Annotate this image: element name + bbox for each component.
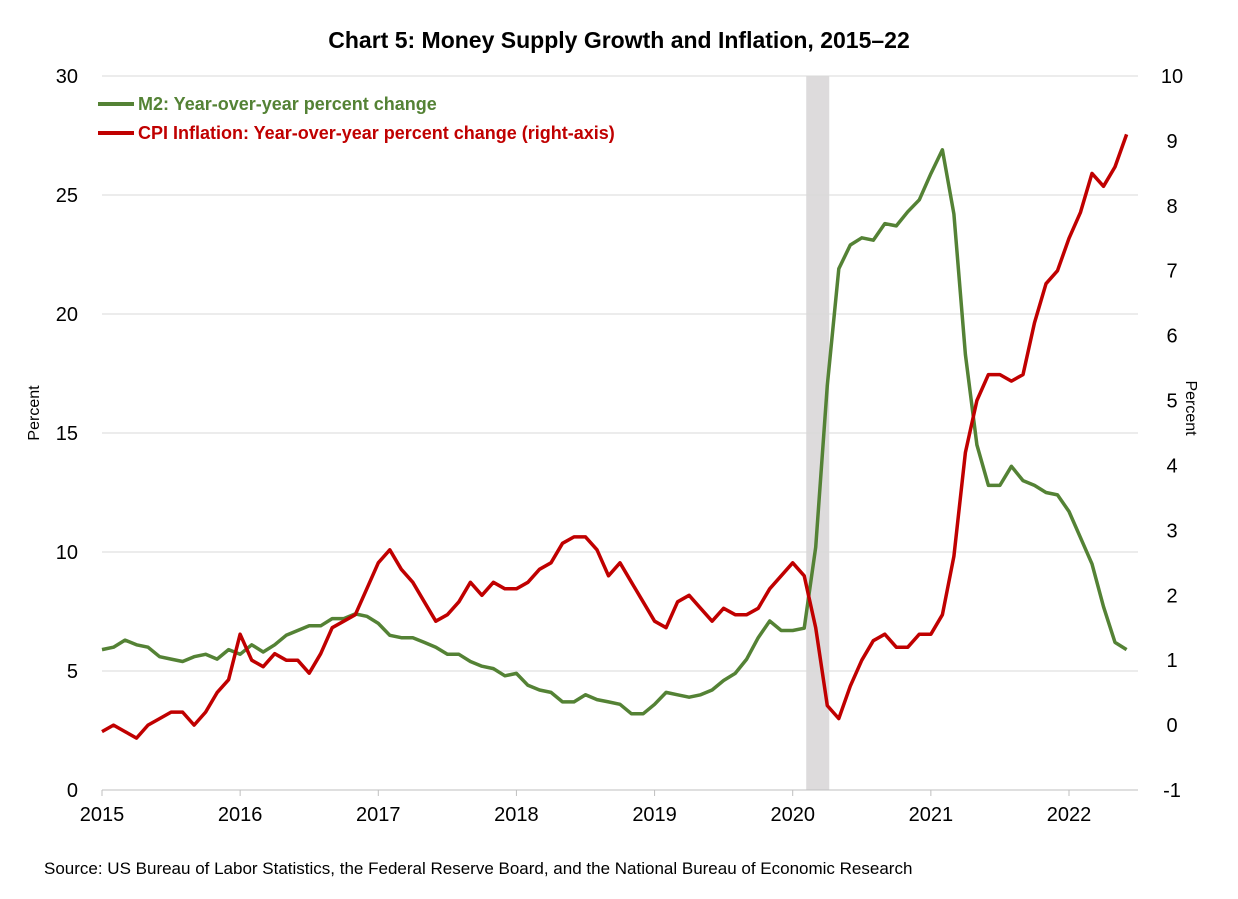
- x-tick-label: 2022: [1047, 804, 1092, 826]
- y-tick-label-right: 6: [1166, 326, 1177, 348]
- x-tick-label: 2020: [770, 804, 815, 826]
- y-tick-label-left: 20: [56, 304, 78, 326]
- y-tick-label-right: 4: [1166, 455, 1177, 477]
- y-tick-label-left: 15: [56, 423, 78, 445]
- y-tick-label-right: 1: [1166, 650, 1177, 672]
- y-tick-label-right: 8: [1166, 196, 1177, 218]
- y-tick-label-right: 7: [1166, 261, 1177, 283]
- y-tick-label-right: 0: [1166, 715, 1177, 737]
- y-tick-label-left: 30: [56, 66, 78, 88]
- y-tick-label-right: 9: [1166, 131, 1177, 153]
- x-tick-label: 2017: [356, 804, 401, 826]
- y-axis-label-right: Percent: [1182, 380, 1199, 436]
- y-tick-label-left: 5: [67, 661, 78, 683]
- source-note: Source: US Bureau of Labor Statistics, t…: [44, 859, 912, 878]
- y-tick-label-left: 0: [67, 780, 78, 802]
- y-tick-label-right: -1: [1163, 780, 1181, 802]
- chart-title: Chart 5: Money Supply Growth and Inflati…: [328, 27, 910, 53]
- x-tick-label: 2018: [494, 804, 539, 826]
- y-tick-label-left: 25: [56, 185, 78, 207]
- y-tick-label-right: 5: [1166, 391, 1177, 413]
- x-tick-label: 2016: [218, 804, 263, 826]
- x-tick-label: 2021: [909, 804, 954, 826]
- cpi-series-line: [101, 133, 1129, 740]
- x-tick-label: 2019: [632, 804, 677, 826]
- m2-series-line: [101, 148, 1128, 716]
- legend-label: M2: Year-over-year percent change: [138, 94, 437, 114]
- y-tick-label-right: 2: [1166, 585, 1177, 607]
- y-tick-label-right: 10: [1161, 66, 1183, 88]
- x-tick-label: 2015: [80, 804, 125, 826]
- legend-label: CPI Inflation: Year-over-year percent ch…: [138, 123, 615, 143]
- y-axis-label-left: Percent: [26, 385, 43, 441]
- y-tick-label-right: 3: [1166, 520, 1177, 542]
- y-tick-label-left: 10: [56, 542, 78, 564]
